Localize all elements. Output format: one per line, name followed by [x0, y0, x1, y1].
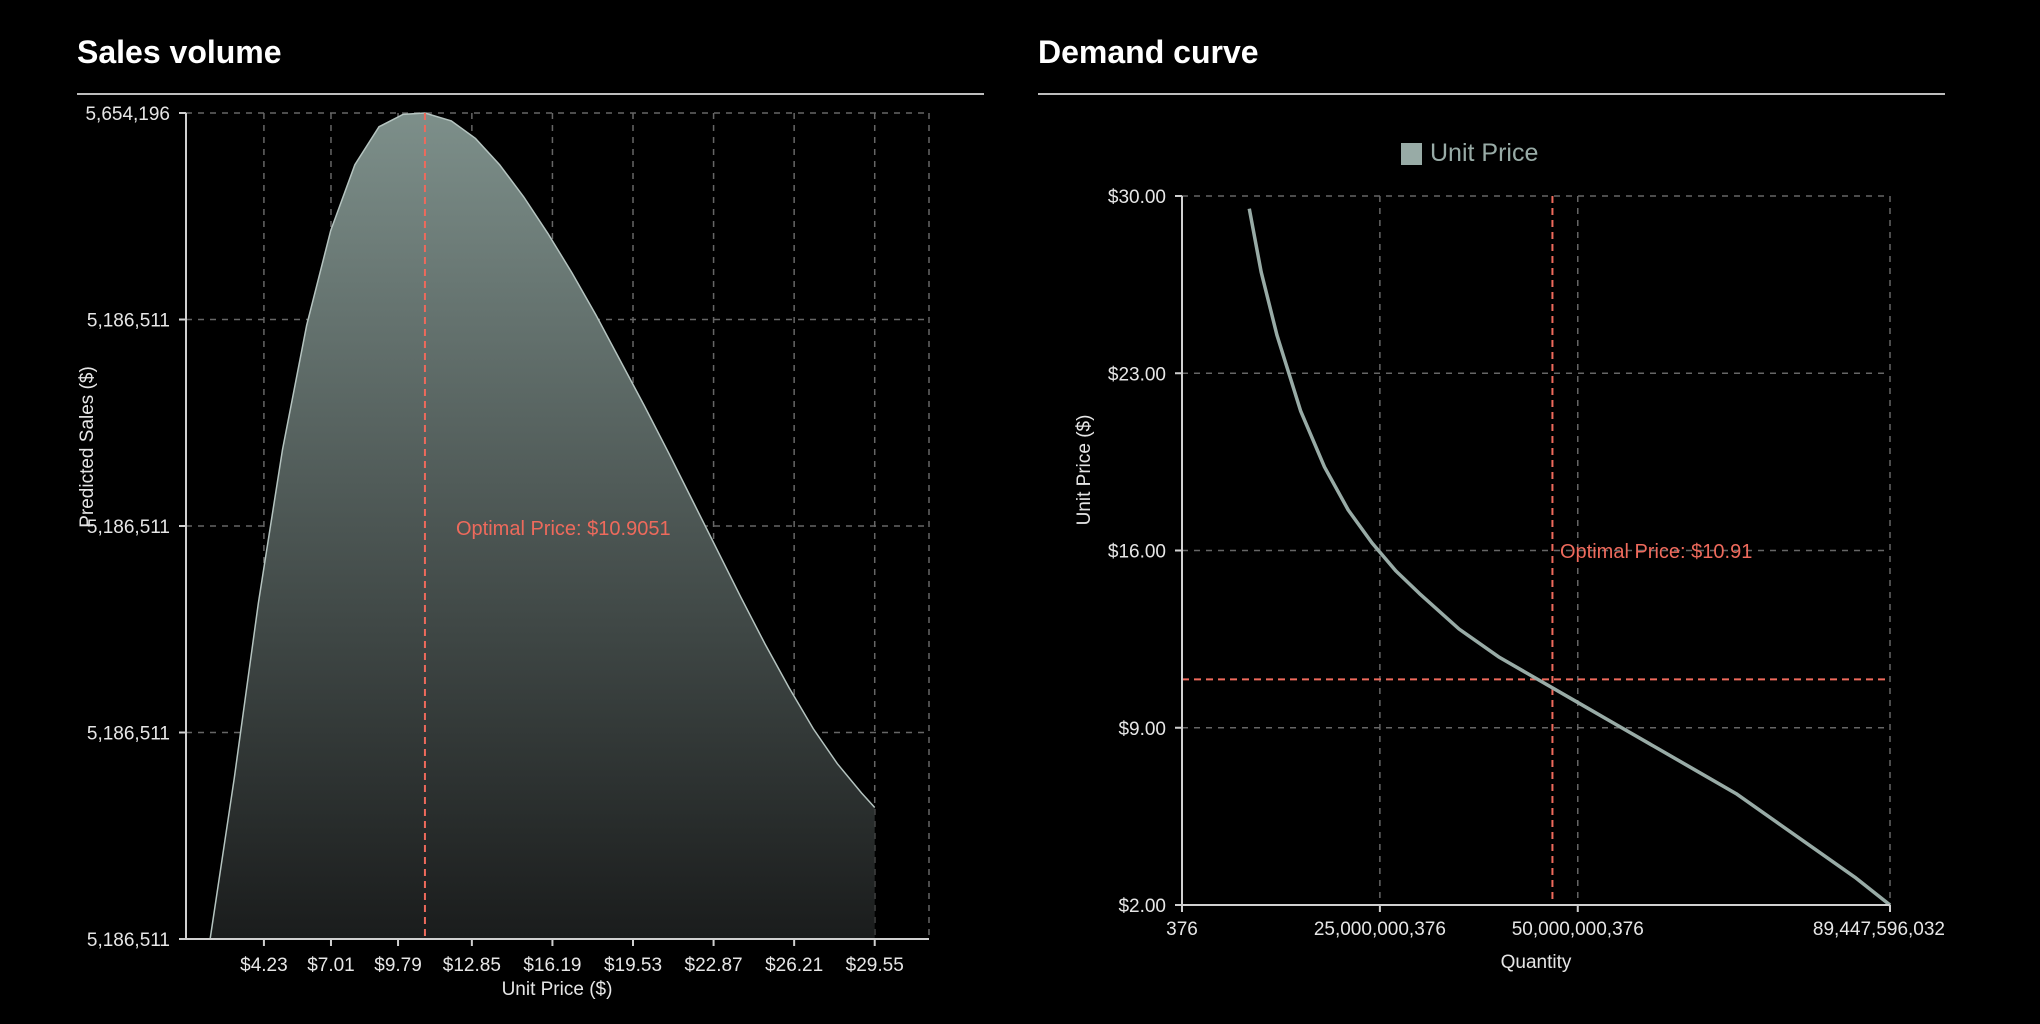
y-tick-label: 5,186,511 [87, 724, 170, 745]
x-axis-title: Quantity [1501, 952, 1572, 973]
x-tick-label: $7.01 [307, 955, 355, 976]
x-tick-label: $16.19 [523, 955, 581, 976]
y-tick-label: 5,186,511 [87, 311, 170, 332]
x-tick-label: $29.55 [846, 955, 904, 976]
optimal-price-annotation: Optimal Price: $10.9051 [456, 518, 671, 540]
x-tick-label: 50,000,000,376 [1512, 919, 1644, 940]
demand-curve-chart: Unit Price Optimal Price: $10.91 $30.00 $23… [1074, 139, 1945, 973]
x-tick-label: 376 [1166, 919, 1198, 940]
x-axis-title: Unit Price ($) [502, 979, 613, 1000]
x-tick-label: $19.53 [604, 955, 662, 976]
demand-curve-line [1247, 208, 1892, 907]
y-tick-label: 5,186,511 [87, 517, 170, 538]
y-tick-label: $23.00 [1108, 364, 1166, 385]
demand-curve-title: Demand curve [1038, 34, 1259, 70]
legend-swatch-unit-price [1401, 143, 1422, 165]
sales-area-line [209, 112, 876, 940]
sales-volume-title: Sales volume [77, 34, 282, 70]
y-tick-label: $30.00 [1108, 187, 1166, 208]
sales-volume-chart: Optimal Price: $10.9051 5,654,196 5,186,51… [77, 104, 930, 1000]
legend-label-unit-price: Unit Price [1430, 139, 1538, 167]
sales-area-fill [210, 113, 875, 939]
x-tick-label: 25,000,000,376 [1314, 919, 1446, 940]
y-tick-label: 5,654,196 [85, 104, 170, 125]
y-tick-label: $16.00 [1108, 542, 1166, 563]
x-tick-label: $12.85 [443, 955, 501, 976]
x-tick-label: $26.21 [765, 955, 823, 976]
x-tick-label: $22.87 [685, 955, 743, 976]
y-tick-label: $2.00 [1118, 896, 1166, 917]
sales-volume-title-rule [77, 93, 984, 95]
demand-curve-title-rule [1038, 93, 1945, 95]
y-tick-label: $9.00 [1118, 719, 1166, 740]
y-axis-title: Unit Price ($) [1074, 415, 1095, 526]
x-tick-label: 89,447,596,032 [1813, 919, 1945, 940]
optimal-price-annotation: Optimal Price: $10.91 [1560, 541, 1752, 563]
y-axis-title: Predicted Sales ($) [77, 366, 98, 528]
x-tick-label: $9.79 [374, 955, 422, 976]
x-tick-label: $4.23 [240, 955, 288, 976]
y-tick-label: 5,186,511 [87, 930, 170, 951]
